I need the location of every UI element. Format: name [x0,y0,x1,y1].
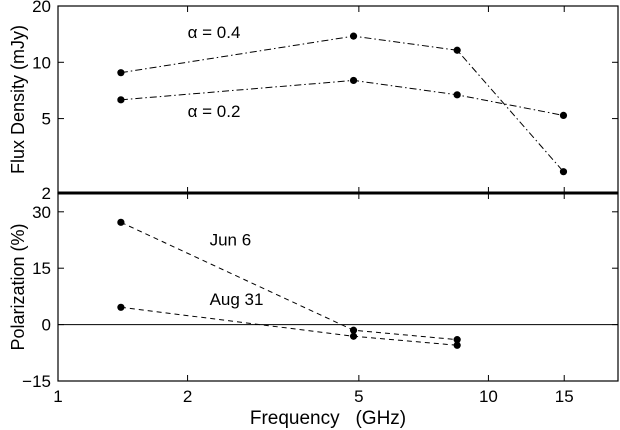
x-tick-label: 5 [354,387,363,406]
flux-point [349,32,358,40]
flux-y-tick-label: 20 [32,0,51,16]
flux-point [349,76,358,85]
flux-point [453,91,461,99]
pol-y-axis-label: Polarization (%) [8,223,28,350]
pol-point [453,341,461,349]
pol-point [453,336,461,344]
x-tick-label: 15 [555,387,574,406]
flux-y-axis-label: Flux Density (mJy) [8,25,28,174]
flux-point [559,111,568,119]
pol-annotation-1: Jun 6 [210,231,252,250]
x-tick-label: 10 [479,387,498,406]
flux-panel-frame [57,5,619,194]
pol-series-line-1 [120,221,458,341]
x-tick-label: 1 [53,387,62,406]
flux-annotation-1: α = 0.4 [188,23,241,42]
pol-annotation-2: Aug 31 [210,290,264,309]
flux-series-line-1 [120,35,564,173]
flux-point [559,168,568,176]
pol-point [117,218,125,226]
flux-y-tick-label: 10 [32,53,51,72]
flux-series-line-2 [120,79,564,116]
pol-y-tick-label: 30 [32,203,51,222]
flux-annotation-2: α = 0.2 [188,102,241,121]
pol-point [117,303,125,311]
pol-y-tick-label: −15 [22,372,51,391]
flux-point [117,96,125,104]
pol-point [349,326,358,334]
pol-y-tick-label: 0 [42,316,51,335]
x-tick-label: 2 [183,387,192,406]
pol-series-line-2 [120,306,458,346]
flux-point [453,46,461,54]
flux-y-tick-label: 5 [42,110,51,129]
flux-y-tick-label: 2 [42,184,51,203]
pol-point [349,332,358,340]
polarization-panel-frame [57,192,619,382]
flux-point [117,69,125,77]
pol-y-tick-label: 15 [32,259,51,278]
x-axis-label: Frequency (GHz) [250,408,406,429]
